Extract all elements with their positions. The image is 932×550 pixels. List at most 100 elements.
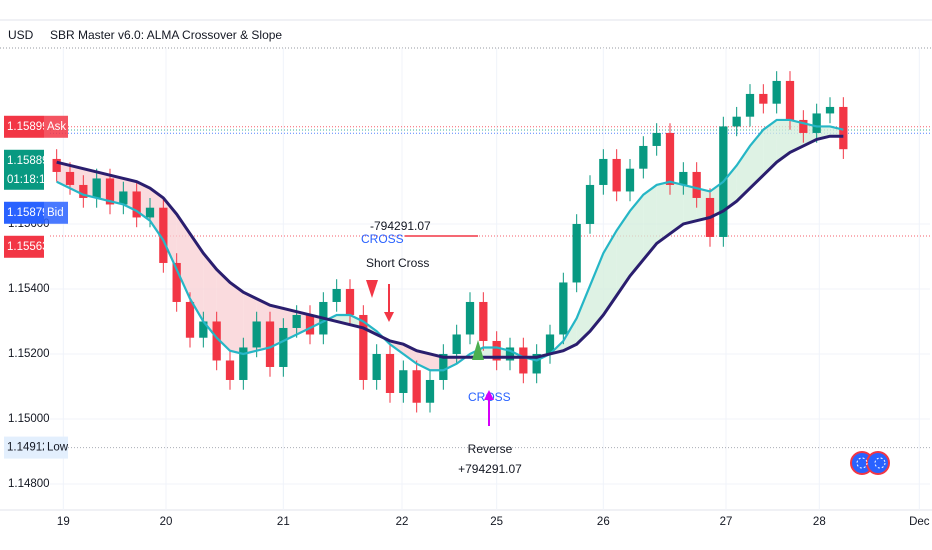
candle-body	[585, 184, 595, 224]
ribbon	[763, 119, 777, 176]
candle-body	[545, 334, 555, 354]
x-tick-label: 27	[720, 516, 733, 528]
candle-body	[239, 347, 248, 380]
candle-body	[465, 301, 475, 335]
annotation: Reverse	[468, 442, 513, 456]
x-tick-label: Dec	[909, 516, 930, 528]
x-tick-label: 20	[160, 516, 173, 528]
chart-title: SBR Master v6.0: ALMA Crossover & Slope	[50, 28, 282, 42]
price-tag-value: 1.15879	[7, 207, 49, 219]
short-marker	[366, 280, 378, 298]
ribbon	[603, 230, 617, 315]
candle-body	[305, 314, 315, 335]
ribbon	[590, 253, 604, 332]
candle-body	[132, 191, 141, 218]
price-tag-value: 1.14912	[7, 442, 49, 454]
candle-body	[265, 321, 275, 367]
candle-body	[652, 132, 661, 146]
candle-body	[119, 191, 128, 205]
ribbon	[176, 214, 190, 299]
y-tick-label: 1.14800	[8, 478, 50, 490]
logo-icons	[850, 451, 890, 475]
price-tag-name-bg	[44, 201, 68, 224]
candle-body	[159, 207, 168, 263]
reverse-arrow-head	[484, 390, 494, 400]
candle-body	[425, 379, 435, 403]
price-tag-value: 1.15889	[7, 155, 49, 167]
x-tick-label: 28	[813, 516, 826, 528]
candle-body	[492, 340, 501, 361]
price-tag	[4, 149, 44, 190]
candle-body	[52, 158, 61, 172]
candle-body	[612, 158, 621, 192]
price-tag	[4, 235, 44, 258]
candle-body	[799, 119, 808, 133]
candle-body	[772, 80, 781, 104]
candle-body	[625, 168, 635, 192]
candle-body	[372, 353, 381, 380]
annotation: -794291.07	[370, 219, 431, 233]
candle-body	[532, 353, 541, 374]
price-tag-name: Ask	[47, 121, 66, 133]
x-tick-label: 25	[490, 516, 503, 528]
alma-line	[56, 134, 844, 359]
candle-body	[732, 116, 741, 127]
candle-body	[519, 347, 528, 374]
candle-body	[759, 93, 768, 104]
ribbon	[776, 119, 790, 163]
ribbon	[736, 145, 750, 202]
annotation: CROSS	[361, 232, 404, 246]
candle-body	[452, 334, 461, 354]
x-tick-label: 22	[396, 516, 409, 528]
candle-body	[212, 321, 221, 361]
price-tag-name-bg	[44, 115, 68, 138]
candle-body	[745, 93, 755, 117]
candle-body	[252, 321, 261, 348]
ribbon	[230, 282, 244, 354]
candle-body	[599, 158, 608, 185]
alma-line	[56, 118, 844, 372]
y-tick-label: 1.15200	[8, 348, 50, 360]
ribbon	[656, 181, 670, 244]
candle-body	[345, 288, 355, 315]
candle-body	[279, 327, 288, 367]
ribbon	[616, 210, 630, 296]
candle-body	[412, 370, 421, 403]
price-tag-name: Bid	[47, 207, 64, 219]
candle-body	[825, 106, 835, 114]
price-tag-countdown: 01:18:14	[7, 174, 52, 186]
ribbon	[630, 194, 644, 276]
candle-body	[172, 262, 181, 302]
annotation: +794291.07	[458, 462, 522, 476]
candle-body	[332, 288, 341, 302]
price-tag	[4, 115, 44, 138]
candle-body	[692, 171, 701, 198]
candle-body	[439, 353, 448, 380]
candle-body	[812, 113, 821, 133]
candle-body	[385, 353, 395, 393]
candle-body	[225, 360, 235, 380]
x-tick-label: 21	[277, 516, 290, 528]
long-marker	[472, 340, 484, 360]
y-tick-label: 1.15400	[8, 283, 50, 295]
candle-body	[105, 178, 115, 205]
candle-body	[145, 207, 155, 218]
ribbon	[563, 318, 577, 351]
ribbon	[403, 344, 417, 364]
candle-body	[572, 223, 581, 283]
price-tag	[4, 201, 44, 224]
candle-body	[505, 347, 515, 361]
ribbon	[643, 184, 657, 260]
price-tag-value: 1.15899	[7, 121, 49, 133]
candle-body	[559, 282, 568, 335]
short-arrow-head	[384, 312, 394, 322]
candle-body	[399, 370, 408, 393]
price-tag-name-bg	[44, 436, 68, 459]
candle-body	[79, 184, 88, 198]
price-tag-value: 1.15563	[7, 241, 49, 253]
price-tag-name: Low	[47, 442, 69, 454]
candle-body	[785, 80, 795, 120]
candle-body	[292, 314, 301, 328]
